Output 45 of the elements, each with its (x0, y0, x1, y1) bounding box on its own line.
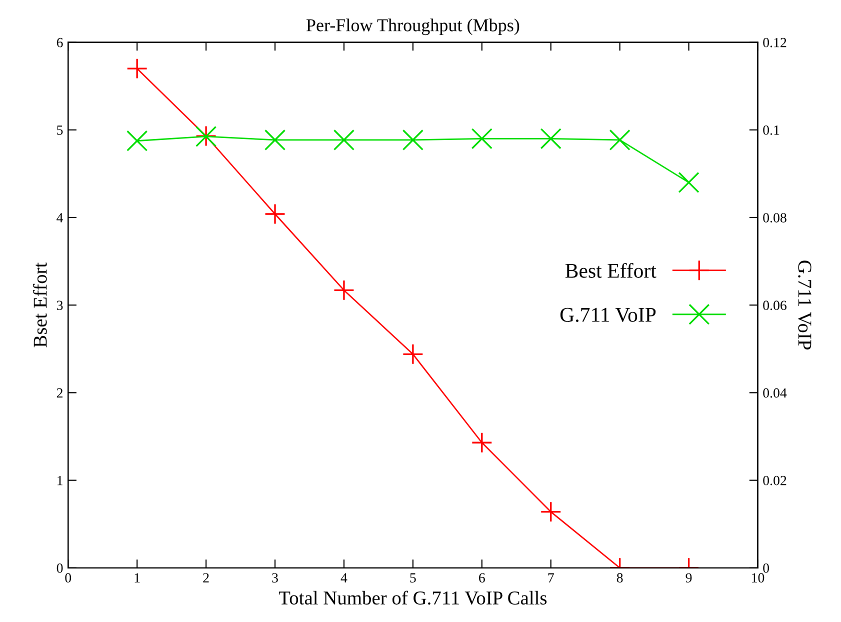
point (540, 128, 562, 150)
y2-tick-label: 0.1 (763, 125, 780, 135)
x-tick-label: 10 (752, 573, 764, 583)
y2-tick-label: 0.06 (763, 300, 786, 310)
y-tick-label: 2 (56, 388, 62, 398)
x-tick-label: 3 (272, 573, 278, 583)
y-tick-label: 5 (57, 126, 63, 135)
y2-tick-label: 0.12 (763, 38, 786, 48)
point (333, 129, 355, 151)
x-tick-label: 6 (479, 573, 485, 583)
y2-tick-label: 0.08 (763, 213, 786, 223)
y2-tick-label: 0.04 (763, 388, 787, 398)
point (540, 501, 562, 522)
point (264, 203, 286, 225)
point (402, 129, 424, 151)
chart-title: Per-Flow Throughput (Mbps) (306, 18, 520, 36)
y2-tick-label: 0 (763, 563, 770, 573)
x-tick-label: 0 (65, 573, 72, 583)
point (402, 344, 424, 365)
x-tick-label: 7 (548, 573, 554, 582)
y-tick-label: 6 (56, 38, 63, 48)
x-tick-label: 4 (340, 573, 348, 582)
y-tick-label: 3 (56, 300, 63, 310)
y-tick-label: 0 (56, 563, 63, 573)
point (678, 172, 700, 194)
y-axis-title: Bset Effort (32, 262, 47, 348)
legend-label: Best Effort (565, 262, 656, 278)
x-tick-label: 1 (134, 573, 140, 582)
x-tick-label: 8 (616, 573, 623, 583)
y2-axis-title: G.711 VoIP (798, 260, 812, 350)
point (126, 58, 148, 80)
x-tick-label: 2 (203, 573, 209, 582)
point (471, 128, 492, 150)
point (264, 129, 286, 151)
x-axis-title: Total Number of G.711 VoIP Calls (278, 590, 547, 605)
legend-label: G.711 VoIP (560, 308, 656, 322)
point (471, 432, 492, 454)
point (333, 280, 355, 301)
x-tick-label: 5 (410, 573, 416, 583)
y-tick-label: 4 (56, 213, 64, 222)
y-tick-label: 1 (58, 476, 62, 486)
x-tick-label: 9 (686, 573, 692, 583)
point (609, 129, 630, 151)
y2-tick-label: 0.02 (763, 476, 786, 486)
point (126, 130, 148, 152)
